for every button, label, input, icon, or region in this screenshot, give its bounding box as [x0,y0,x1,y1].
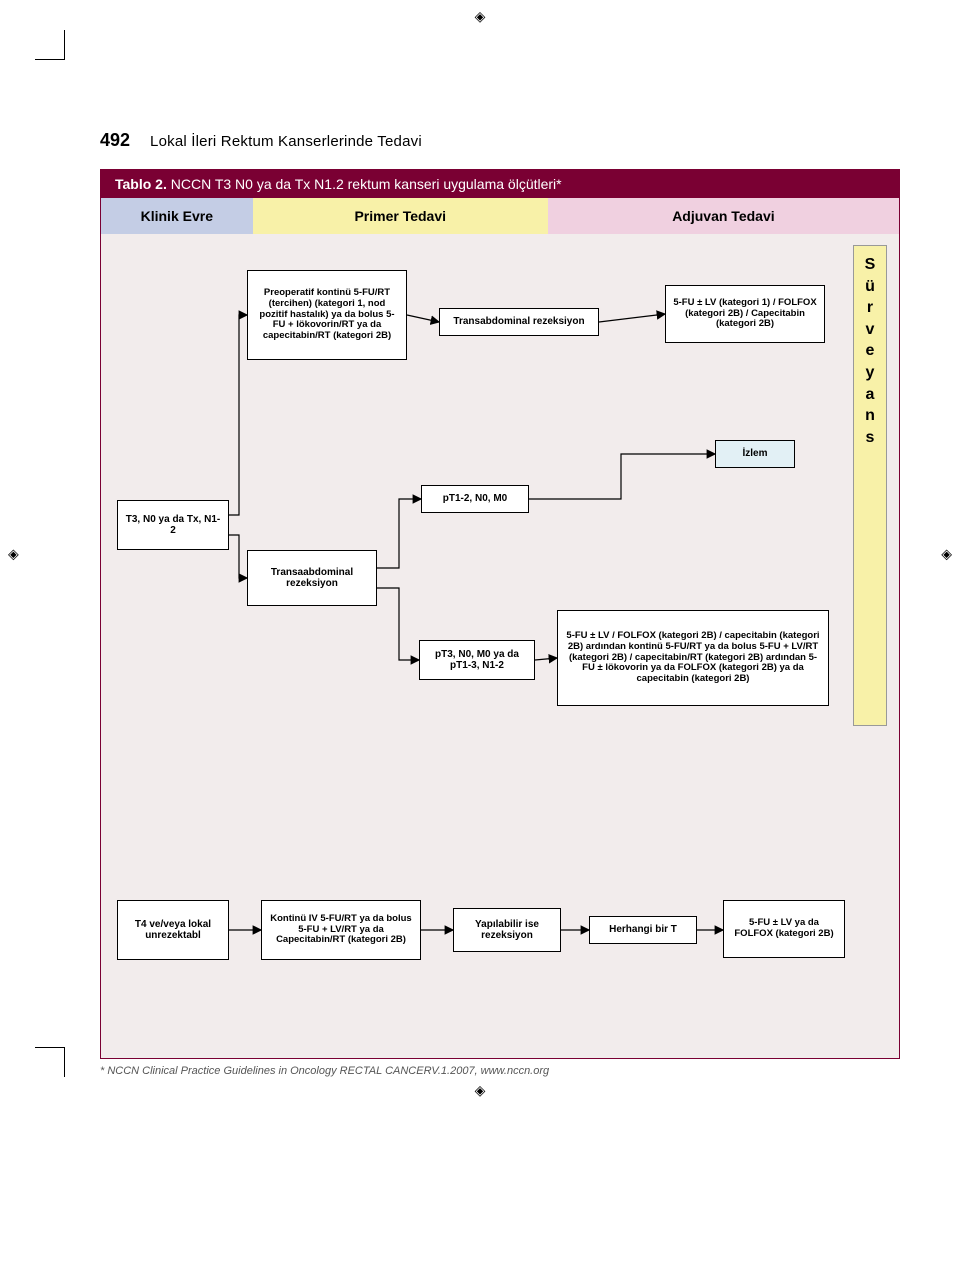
node-adj2: 5-FU ± LV / FOLFOX (kategori 2B) / capec… [557,610,829,706]
column-headers: Klinik Evre Primer Tedavi Adjuvan Tedavi [101,198,899,234]
table-title-bar: Tablo 2. NCCN T3 N0 ya da Tx N1.2 rektum… [101,170,899,198]
page-title: Lokal İleri Rektum Kanserlerinde Tedavi [150,133,422,150]
node-izlem: İzlem [715,440,795,468]
node-adj3: 5-FU ± LV ya da FOLFOX (kategori 2B) [723,900,845,958]
reg-mark-right: ◈ [941,545,952,562]
table-title-rest: NCCN T3 N0 ya da Tx N1.2 rektum kanseri … [167,176,562,192]
node-adj1: 5-FU ± LV (kategori 1) / FOLFOX (kategor… [665,285,825,343]
table-title-bold: Tablo 2. [115,176,167,192]
node-yapilabilir: Yapılabilir ise rezeksiyon [453,908,561,952]
flow-diagram: Sürveyans T3, N0 ya da Tx, N1-2 Preopera… [101,240,899,1058]
node-transabd: Transabdominal rezeksiyon [439,308,599,336]
hdr-klinik: Klinik Evre [101,198,253,234]
page-header: 492 Lokal İleri Rektum Kanserlerinde Ted… [100,130,900,151]
hdr-adjuvan: Adjuvan Tedavi [548,198,899,234]
node-transres: Transaabdominal rezeksiyon [247,550,377,606]
page-number: 492 [100,130,130,151]
node-pt3: pT3, N0, M0 ya da pT1-3, N1-2 [419,640,535,680]
crop-mark-bl [35,1047,65,1077]
node-preop: Preoperatif kontinü 5-FU/RT (tercihen) (… [247,270,407,360]
crop-mark-tl [35,30,65,60]
source-citation: * NCCN Clinical Practice Guidelines in O… [100,1065,900,1077]
reg-mark-bottom: ◈ [475,1082,486,1099]
reg-mark-left: ◈ [8,545,19,562]
node-t4: T4 ve/veya lokal unrezektabl [117,900,229,960]
reg-mark-top: ◈ [475,8,486,25]
node-herhangi: Herhangi bir T [589,916,697,944]
diagram-frame: Tablo 2. NCCN T3 N0 ya da Tx N1.2 rektum… [100,169,900,1059]
hdr-primer: Primer Tedavi [253,198,548,234]
node-kontinu: Kontinü IV 5-FU/RT ya da bolus 5-FU + LV… [261,900,421,960]
node-t3: T3, N0 ya da Tx, N1-2 [117,500,229,550]
node-pt12: pT1-2, N0, M0 [421,485,529,513]
